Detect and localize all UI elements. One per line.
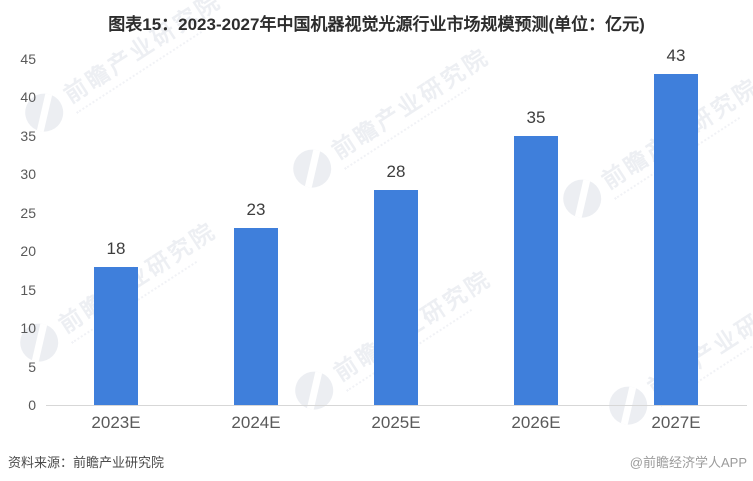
y-axis-tick-label: 10 bbox=[20, 320, 36, 337]
bar-value-label: 18 bbox=[106, 239, 126, 258]
bar-2024E bbox=[234, 228, 278, 405]
bar-2026E bbox=[514, 136, 558, 405]
bar-value-label: 35 bbox=[526, 108, 546, 127]
bar-value-label: 28 bbox=[386, 162, 406, 181]
y-axis-tick-label: 25 bbox=[20, 204, 36, 221]
bar-value-label: 23 bbox=[246, 200, 266, 219]
bar-2023E bbox=[94, 267, 138, 405]
y-axis-tick-label: 45 bbox=[20, 51, 36, 67]
y-axis-tick-label: 40 bbox=[20, 89, 36, 106]
x-axis-label: 2025E bbox=[371, 413, 421, 432]
bar-2027E bbox=[654, 74, 698, 405]
bar-value-label: 43 bbox=[666, 46, 686, 65]
credit-note: @前瞻经济学人APP bbox=[629, 455, 747, 470]
y-axis-tick-label: 20 bbox=[20, 243, 36, 260]
x-axis-label: 2023E bbox=[91, 413, 141, 432]
y-axis-tick-label: 5 bbox=[28, 358, 36, 375]
x-axis-label: 2027E bbox=[651, 413, 701, 432]
y-axis-tick-label: 35 bbox=[20, 127, 36, 144]
source-note: 资料来源：前瞻产业研究院 bbox=[8, 455, 165, 470]
y-axis-tick-label: 15 bbox=[20, 281, 36, 298]
y-axis-tick-label: 0 bbox=[28, 397, 36, 413]
y-axis-tick-label: 30 bbox=[20, 166, 36, 183]
x-axis-label: 2024E bbox=[231, 413, 281, 432]
x-axis-label: 2026E bbox=[511, 413, 561, 432]
bar-2025E bbox=[374, 190, 418, 405]
chart-title: 图表15：2023-2027年中国机器视觉光源行业市场规模预测(单位：亿元) bbox=[108, 15, 645, 34]
x-axis-line bbox=[46, 405, 747, 406]
